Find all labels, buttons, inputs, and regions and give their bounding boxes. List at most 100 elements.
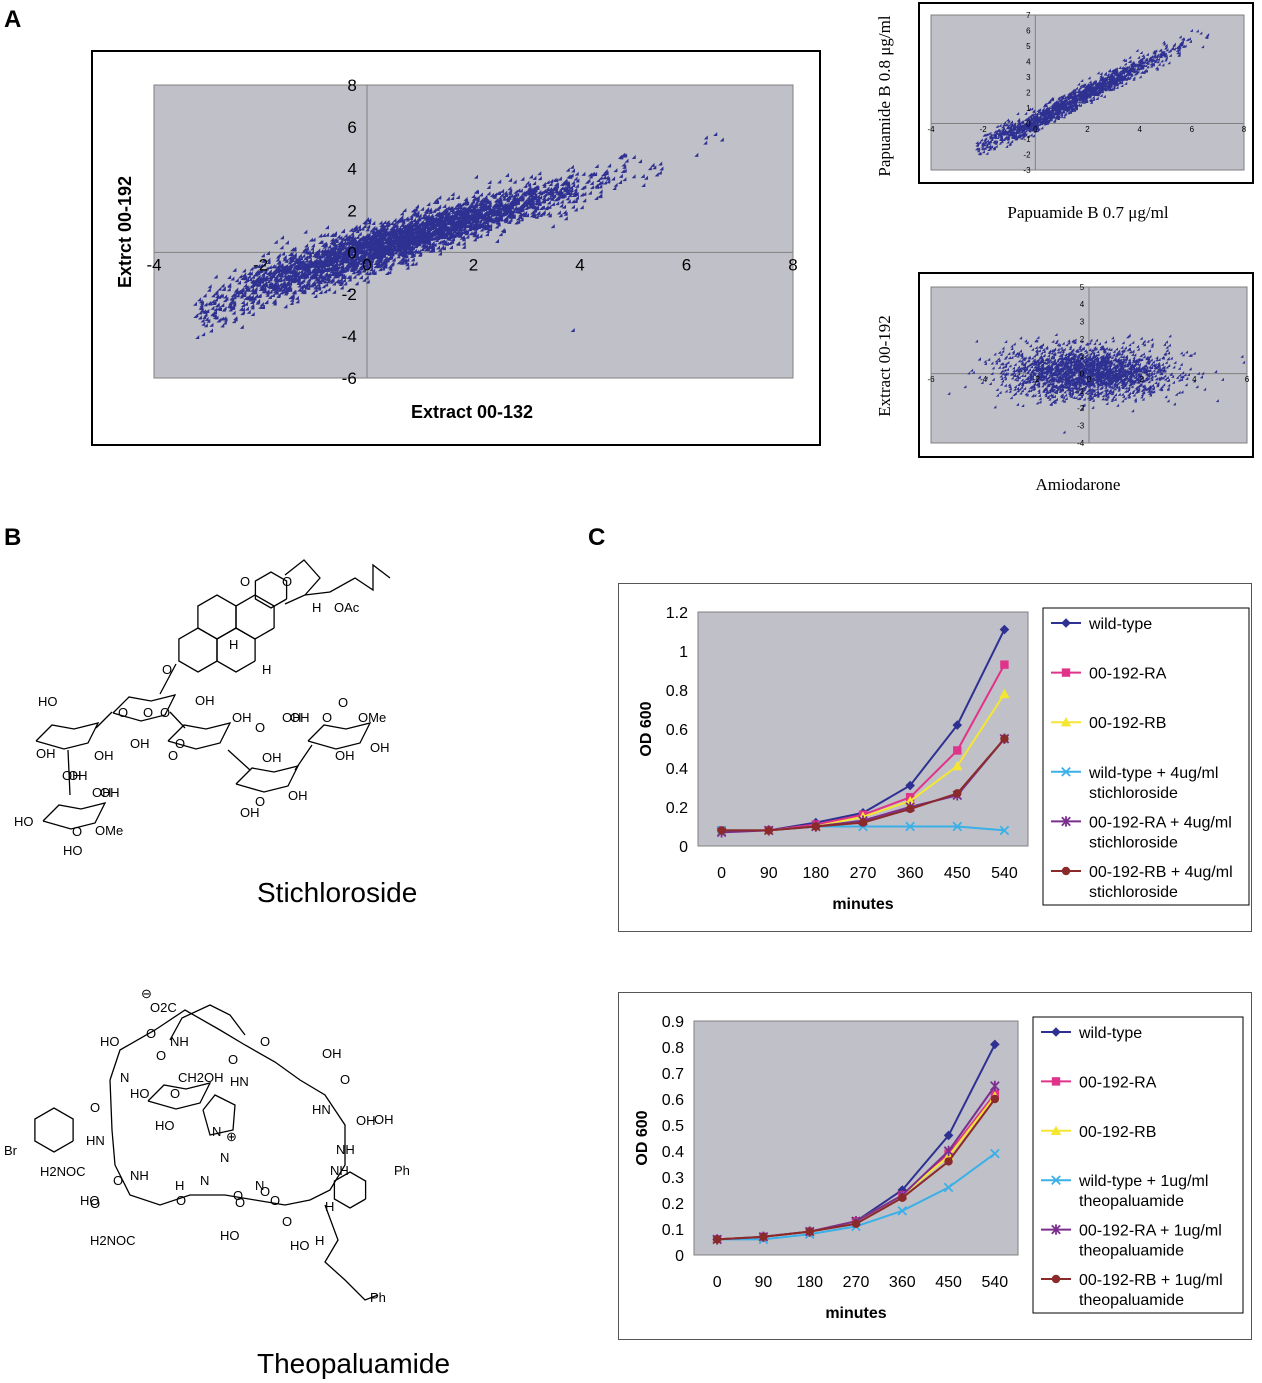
- y-axis-title: OD 600: [634, 1110, 651, 1165]
- y-tick-label: 5: [1026, 42, 1031, 51]
- y-axis-title: Extract 00-192: [875, 315, 894, 417]
- y-tick-label: 2: [1080, 335, 1085, 344]
- data-point: [759, 1232, 768, 1242]
- data-points: [947, 333, 1246, 434]
- legend-item: 00-192-RA: [1051, 666, 1167, 683]
- atom-label: OH: [100, 785, 120, 800]
- data-points: [193, 132, 724, 340]
- data-point: [717, 826, 726, 835]
- atom-label: HO: [80, 1193, 100, 1208]
- atom-label: OH: [240, 805, 260, 820]
- atom-label: O: [168, 748, 178, 763]
- side-chain: [304, 563, 391, 596]
- atom-label: O: [260, 1034, 270, 1049]
- glycosidic-bond: [67, 749, 71, 796]
- atom-label: O: [146, 1026, 156, 1041]
- panel-letter-c: C: [588, 524, 606, 551]
- data-point: [990, 1039, 1000, 1050]
- y-tick-label: 0.4: [662, 1144, 684, 1161]
- atom-label: O: [233, 1188, 243, 1203]
- atom-label: O: [282, 1214, 292, 1229]
- y-tick-label: 0.5: [662, 1118, 684, 1135]
- scatter-A-amiodarone: -6 -4 -2 0 2 4 6-4-3-2-1012345AmiodaroneExtrac…: [875, 283, 1250, 494]
- legend-label: 00-192-RA + 4ug/ml: [1089, 814, 1232, 831]
- atom-label: O: [156, 1048, 166, 1063]
- legend-item: wild-type: [1041, 1025, 1142, 1042]
- data-point: [1061, 766, 1071, 777]
- data-point: [1061, 668, 1071, 677]
- atom-label: H: [262, 662, 271, 677]
- atom-label: N: [212, 1124, 221, 1139]
- x-tick-label: 2: [1085, 125, 1090, 134]
- y-tick-label: 5: [1080, 283, 1085, 292]
- atom-label: OH: [68, 768, 88, 783]
- atom-label: OH: [92, 785, 112, 800]
- sugar-ring: [42, 802, 107, 830]
- y-tick-label: -1: [1023, 135, 1031, 144]
- y-tick-label: 2: [1026, 88, 1031, 97]
- sugar-ring: [35, 722, 100, 750]
- data-point: [1061, 618, 1071, 628]
- atom-label: ⊖: [141, 986, 152, 1001]
- data-point: [811, 822, 821, 831]
- y-tick-label: -2: [1077, 404, 1085, 413]
- y-tick-label: 0: [347, 243, 356, 262]
- atom-label: OH: [356, 1113, 376, 1128]
- data-point: [1000, 734, 1009, 743]
- atom-label: NH: [170, 1034, 189, 1049]
- data-point: [897, 1205, 908, 1216]
- imidazolium-ring: [202, 1094, 236, 1136]
- atom-label: O: [72, 824, 82, 839]
- line-chart-C-theopaluamide: 0 0.1 0.2 0.3 0.4 0.5 0.6 0.7 0.8 0.9 0 90 180 270 360…: [634, 1014, 1244, 1322]
- y-tick-label: 0.2: [662, 1196, 684, 1213]
- atom-label: O: [260, 1184, 270, 1199]
- data-point: [1061, 866, 1071, 876]
- pyranose-ring: [147, 1082, 212, 1110]
- phenyl-ring: [333, 1171, 367, 1209]
- x-tick-label: -6: [927, 375, 935, 384]
- atom-label: O: [340, 1072, 350, 1087]
- atom-label: O: [255, 794, 265, 809]
- x-tick-label: 360: [897, 865, 924, 882]
- legend-label: 00-192-RA: [1079, 1074, 1157, 1091]
- legend-label: theopaluamide: [1079, 1292, 1184, 1309]
- legend-label: 00-192-RB: [1089, 715, 1166, 732]
- compound-name-theopaluamide: Theopaluamide: [257, 1348, 451, 1379]
- atom-label: HO: [130, 1086, 150, 1101]
- atom-label: O: [270, 1193, 280, 1208]
- y-tick-label: 6: [1026, 26, 1031, 35]
- y-tick-label: 3: [1080, 317, 1085, 326]
- y-tick-label: -1: [1077, 387, 1085, 396]
- ring-f: [284, 559, 321, 605]
- legend-item: wild-type + 1ug/ml theopaluamide: [1041, 1173, 1208, 1210]
- x-axis-title: minutes: [832, 896, 893, 913]
- atom-label: NH: [330, 1163, 349, 1178]
- x-tick-label: -2: [253, 255, 268, 274]
- data-point: [999, 624, 1010, 635]
- sugar-ring: [307, 722, 372, 750]
- data-point: [944, 1157, 953, 1166]
- data-point: [851, 1219, 861, 1229]
- data-point: [905, 821, 915, 832]
- x-tick-label: 540: [991, 865, 1018, 882]
- data-point: [943, 1145, 954, 1157]
- x-axis-title: Extract 00-132: [411, 402, 533, 422]
- x-tick-label: 0: [713, 1274, 722, 1291]
- atom-label: OH: [94, 748, 114, 763]
- legend-label: stichloroside: [1089, 834, 1178, 851]
- atom-label: O: [338, 695, 348, 710]
- x-tick-label: 8: [788, 255, 797, 274]
- atom-label: O: [228, 1052, 238, 1067]
- x-tick-label: 6: [1245, 375, 1250, 384]
- legend-label: wild-type + 4ug/ml: [1088, 765, 1218, 782]
- x-tick-label: 4: [1192, 375, 1197, 384]
- atom-label: ⊕: [226, 1129, 237, 1144]
- y-axis-title: Papuamide B 0.8 μg/ml: [875, 15, 894, 176]
- data-point: [712, 1235, 722, 1244]
- glutamate-chain: [169, 1004, 246, 1041]
- y-tick-label: 0.2: [666, 800, 688, 817]
- legend-item: wild-type + 4ug/ml stichloroside: [1051, 765, 1218, 802]
